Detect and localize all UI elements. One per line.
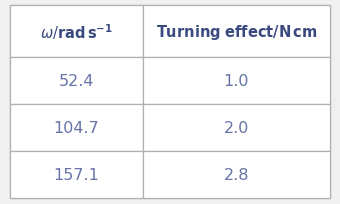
Text: 104.7: 104.7	[54, 120, 99, 135]
Text: 2.0: 2.0	[224, 120, 249, 135]
Bar	[10, 6, 143, 58]
Text: 52.4: 52.4	[59, 74, 94, 89]
Bar	[143, 58, 330, 105]
Bar	[143, 6, 330, 58]
Text: 2.8: 2.8	[224, 167, 249, 182]
Bar	[10, 58, 143, 105]
Text: 1.0: 1.0	[224, 74, 249, 89]
Text: 157.1: 157.1	[54, 167, 100, 182]
Bar	[143, 105, 330, 151]
Text: $\mathbf{Turning\ effect/N\,cm}$: $\mathbf{Turning\ effect/N\,cm}$	[155, 23, 317, 41]
Bar	[10, 105, 143, 151]
Bar	[10, 151, 143, 198]
Bar	[143, 151, 330, 198]
Text: $\mathit{\omega}$$/\mathbf{rad\,s^{-1}}$: $\mathit{\omega}$$/\mathbf{rad\,s^{-1}}$	[40, 22, 113, 42]
